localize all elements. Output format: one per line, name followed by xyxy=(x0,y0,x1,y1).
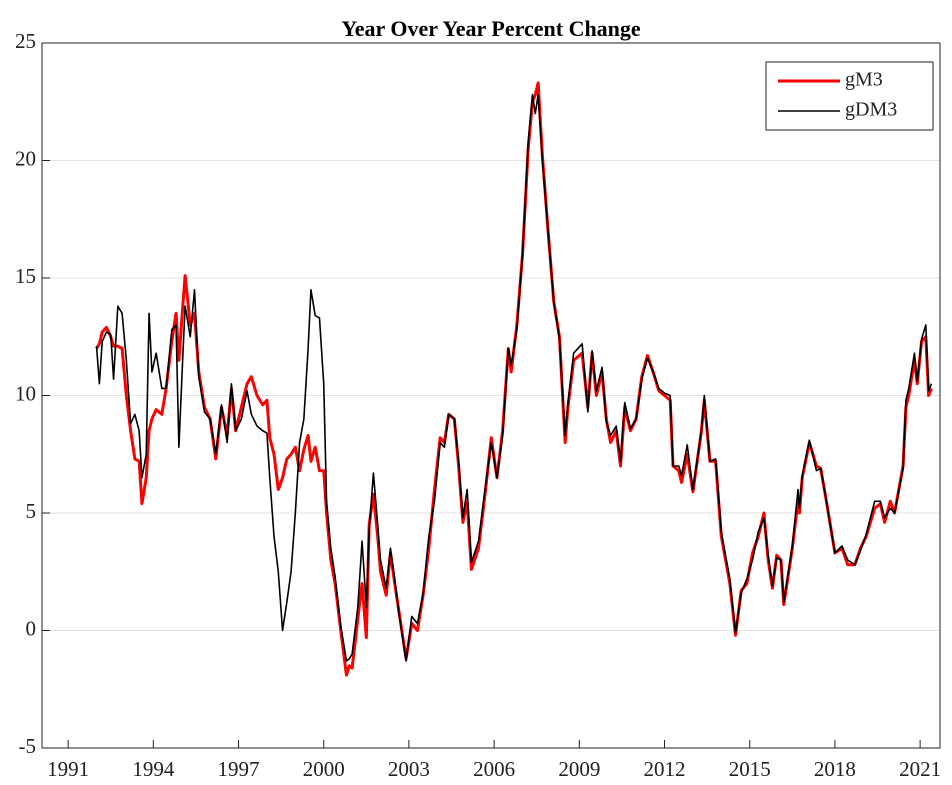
y-tick-label: -5 xyxy=(19,734,37,758)
series-line xyxy=(95,93,933,662)
plot-frame xyxy=(41,42,941,749)
x-tick-label: 2012 xyxy=(644,757,686,781)
chart-title: Year Over Year Percent Change xyxy=(341,16,641,41)
x-tick-label: 2006 xyxy=(473,757,515,781)
legend-box xyxy=(765,61,934,131)
x-tick-label: 1997 xyxy=(218,757,260,781)
x-tick-label: 2003 xyxy=(388,757,430,781)
x-tick-label: 2009 xyxy=(558,757,600,781)
x-tick-label: 1991 xyxy=(47,757,89,781)
x-tick-label: 2021 xyxy=(899,757,941,781)
y-tick-label: 15 xyxy=(15,264,36,288)
legend: gM3 gDM3 xyxy=(765,61,934,131)
y-tick-label: 0 xyxy=(26,616,37,640)
x-tick-label: 2015 xyxy=(729,757,771,781)
x-tick-label: 2018 xyxy=(814,757,856,781)
legend-label: gM3 xyxy=(845,69,883,91)
y-tick-label: 25 xyxy=(15,29,36,53)
x-tick-label: 2000 xyxy=(303,757,345,781)
y-tick-label: 10 xyxy=(15,381,36,405)
legend-label: gDM3 xyxy=(845,99,897,121)
y-tick-label: 20 xyxy=(15,146,36,170)
x-tick-label: 1994 xyxy=(132,757,175,781)
y-tick-label: 5 xyxy=(26,499,37,523)
